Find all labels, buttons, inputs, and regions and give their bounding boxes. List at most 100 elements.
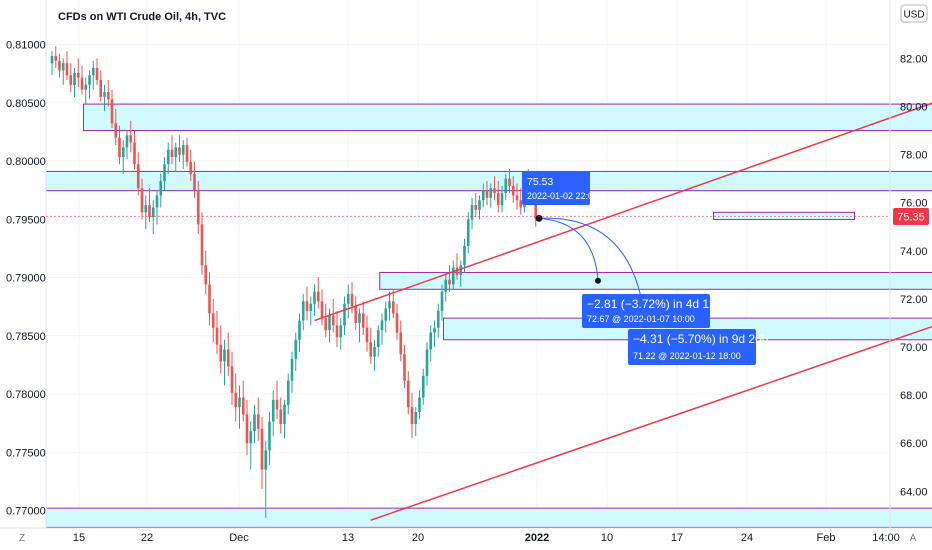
candle-body xyxy=(361,313,365,328)
candle-body xyxy=(80,77,84,90)
candle-body xyxy=(200,224,204,266)
candle-body xyxy=(166,149,170,165)
candle-body xyxy=(118,137,121,158)
candle-body xyxy=(485,190,489,198)
right-axis-tick-label: 66.00 xyxy=(900,438,928,450)
candle-body xyxy=(515,195,519,201)
candle-body xyxy=(204,265,208,285)
auto-scale-button[interactable]: A xyxy=(910,533,917,544)
candle-body xyxy=(264,450,268,470)
price-projection[interactable]: 75.53 2022-01-02 22:00 −2.81 (−3.72%) in 4… xyxy=(522,171,768,365)
channel-upper[interactable] xyxy=(314,37,932,322)
candle-body xyxy=(106,92,110,100)
projection-start[interactable] xyxy=(535,214,543,222)
candle-body xyxy=(84,84,88,90)
candle-body xyxy=(418,397,421,412)
candle-body xyxy=(380,320,384,331)
candle-body xyxy=(103,92,106,97)
left-axis-tick-label: 0.81000 xyxy=(6,40,46,52)
current-price-tag-bg xyxy=(893,208,929,225)
candle-body xyxy=(260,428,264,470)
timezone-z-button[interactable]: Z xyxy=(19,533,25,544)
right-axis-tick-label: 64.00 xyxy=(900,486,928,498)
candle-body xyxy=(140,188,144,213)
candle-body xyxy=(133,142,136,165)
projection-target1[interactable] xyxy=(595,277,601,284)
candle-body xyxy=(384,308,388,321)
callout-target1-value: −2.81 (−3.72%) in 4d 12h xyxy=(587,297,722,311)
callout-target2-value: −4.31 (−5.70%) in 9d 20h xyxy=(633,332,768,346)
candle-body xyxy=(256,414,260,429)
candle-body xyxy=(350,294,354,307)
x-axis-tick-label: 20 xyxy=(412,532,424,544)
callout-high-bg[interactable] xyxy=(522,171,590,205)
candle-body xyxy=(470,205,474,220)
candle-body xyxy=(335,325,339,338)
callout-target1[interactable]: −2.81 (−3.72%) in 4d 12h 72.67 @ 2022-01-… xyxy=(582,294,722,328)
right-axis-tick-label: 78.00 xyxy=(900,150,928,162)
candle-body xyxy=(99,80,103,97)
left-price-axis[interactable]: 0.81000 0.80500 0.80000 0.79500 0.79000 0.785… xyxy=(6,40,46,518)
left-axis-tick-label: 0.80000 xyxy=(6,156,46,168)
trend-channel-lines[interactable] xyxy=(314,37,932,521)
zone-63[interactable] xyxy=(45,507,932,528)
candle-body xyxy=(219,344,223,362)
zone-77[interactable] xyxy=(45,170,932,192)
candle-body xyxy=(444,279,448,292)
callout-target2-bg[interactable] xyxy=(628,329,756,365)
candle-body xyxy=(226,349,230,367)
candlesticks xyxy=(50,46,538,518)
chart-title: CFDs on WTI Crude Oil, 4h, TVC xyxy=(58,11,226,23)
x-axis-tick-label: 15 xyxy=(73,532,85,544)
candle-body xyxy=(406,380,410,408)
candle-body xyxy=(275,399,279,410)
candle-body xyxy=(290,359,294,381)
candle-body xyxy=(534,200,538,219)
candle-body xyxy=(354,306,358,323)
zone-71[interactable] xyxy=(443,317,932,341)
currency-button-frame[interactable] xyxy=(900,4,928,23)
zone-80[interactable] xyxy=(83,103,932,132)
time-axis[interactable]: 15 22 Dec 13 20 2022 10 17 24 Feb xyxy=(73,532,836,544)
candle-body xyxy=(268,421,271,451)
right-price-axis[interactable]: 82.00 80.00 78.00 76.00 74.00 72.00 70.00 68.00… xyxy=(900,53,928,498)
candle-body xyxy=(163,164,166,182)
candle-body xyxy=(301,301,305,321)
candle-body xyxy=(511,185,515,196)
candle-body xyxy=(504,178,508,194)
candle-body xyxy=(189,161,193,174)
candle-body xyxy=(395,313,399,333)
candle-body xyxy=(478,200,481,210)
candle-body xyxy=(170,149,174,158)
candle-body xyxy=(279,409,283,424)
x-axis-tick-label: 2022 xyxy=(525,532,549,544)
candle-body xyxy=(489,188,493,198)
zone-73[interactable] xyxy=(379,271,932,290)
callout-target1-bg[interactable] xyxy=(582,294,710,328)
candle-body xyxy=(125,135,129,148)
candle-body xyxy=(305,301,309,311)
candle-body xyxy=(474,205,478,210)
right-axis-tick-label: 72.00 xyxy=(900,294,928,306)
candle-body xyxy=(193,173,196,191)
currency-button[interactable]: USD xyxy=(900,4,928,23)
candle-body xyxy=(440,291,444,311)
candle-body xyxy=(249,431,253,444)
currency-button-label[interactable]: USD xyxy=(903,10,924,21)
candle-body xyxy=(238,397,241,408)
callout-target2[interactable]: −4.31 (−5.70%) in 9d 20h 71.22 @ 2022-01-… xyxy=(628,329,768,365)
candle-body xyxy=(185,144,189,162)
candle-body xyxy=(129,135,133,143)
channel-lower[interactable] xyxy=(370,263,932,521)
candle-body xyxy=(481,190,485,201)
x-axis-tick-label: 10 xyxy=(601,532,613,544)
left-axis-tick-label: 0.77500 xyxy=(6,447,46,459)
callout-high[interactable]: 75.53 2022-01-02 22:00 xyxy=(522,171,598,205)
candle-body xyxy=(253,414,256,432)
candle-body xyxy=(58,60,61,71)
right-axis-tick-label: 68.00 xyxy=(900,390,928,402)
candle-body xyxy=(95,68,99,81)
candle-body xyxy=(388,301,391,309)
current-price-label: 75.35 xyxy=(897,212,925,224)
